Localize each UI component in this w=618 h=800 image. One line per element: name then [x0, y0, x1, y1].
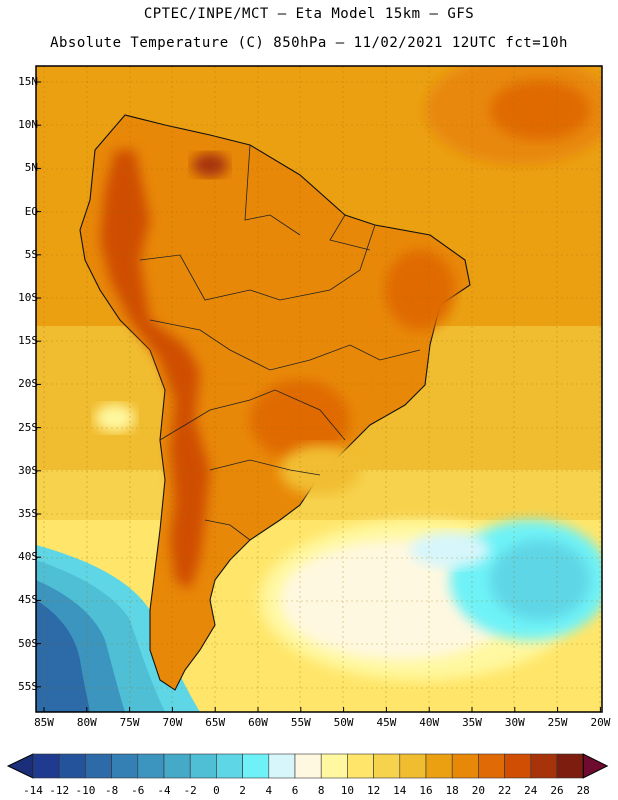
map-subtitle: Absolute Temperature (C) 850hPa – 11/02/… [50, 35, 568, 51]
colorbar-swatch [399, 753, 427, 779]
colorbar-tick-label: -6 [131, 784, 145, 797]
lon-label: 50W [333, 716, 354, 729]
colorbar-tick-label: 0 [213, 784, 220, 797]
colorbar-swatch [347, 753, 374, 779]
lon-label: 30W [504, 716, 525, 729]
lon-label: 25W [547, 716, 568, 729]
colorbar-swatch [320, 753, 348, 779]
colorbar-tick-label: 26 [550, 784, 564, 797]
colorbar-swatch [478, 753, 505, 779]
lat-label: 45S [18, 593, 38, 607]
lat-label: 5S [24, 247, 38, 261]
colorbar-tick-label: 4 [265, 784, 273, 797]
lat-label: 35S [18, 507, 38, 520]
colorbar-tick-label: 14 [393, 784, 407, 797]
colorbar-tick-label: 16 [419, 784, 433, 797]
colorbar-tick-label: 22 [497, 784, 512, 797]
colorbar-swatch [111, 753, 139, 779]
map-frame [35, 65, 603, 713]
map-title: CPTEC/INPE/MCT – Eta Model 15km – GFS [143, 6, 475, 22]
colorbar-tick-label: 20 [471, 784, 486, 797]
lat-label: 10N [18, 118, 38, 132]
colorbar-min-arrow [6, 753, 34, 779]
colorbar-swatch [85, 753, 112, 779]
colorbar-swatch [268, 753, 296, 779]
colorbar-max-arrow [582, 753, 609, 779]
lat-label: 15N [18, 75, 38, 88]
lat-label: 10S [18, 291, 38, 304]
lon-label: 45W [376, 716, 397, 729]
colorbar-swatch [58, 753, 86, 779]
colorbar-tick-label: 24 [524, 784, 538, 797]
colorbar-tick-label: 28 [576, 784, 590, 797]
colorbar-tick-label: 10 [340, 784, 355, 797]
colorbar-swatch [425, 753, 453, 779]
lat-label: 50S [18, 636, 38, 650]
lon-label: 80W [76, 716, 97, 729]
colorbar-tick-label: -4 [157, 784, 171, 797]
colorbar-swatch [530, 753, 558, 779]
lat-label: 15S [18, 334, 38, 348]
colorbar-tick-label: -14 [23, 784, 43, 797]
lat-label: 25S [18, 420, 38, 434]
lon-label: 40W [419, 716, 440, 729]
lon-label: 70W [162, 716, 183, 729]
colorbar-swatch [242, 753, 270, 779]
lat-label: 40S [18, 550, 38, 564]
lon-label: 55W [290, 716, 311, 729]
colorbar-tick-label: -10 [75, 784, 96, 797]
colorbar-tick-label: 8 [317, 784, 325, 797]
colorbar [6, 753, 609, 779]
lon-label: 75W [119, 716, 140, 729]
colorbar-swatch [189, 753, 217, 779]
lat-label: 20S [18, 377, 38, 391]
colorbar-swatch [32, 753, 60, 779]
lon-label: 85W [34, 716, 54, 729]
colorbar-swatch [294, 753, 322, 779]
colorbar-swatch [216, 753, 243, 779]
colorbar-tick-label: 6 [291, 784, 299, 797]
colorbar-swatch [504, 753, 532, 779]
colorbar-tick-label: 18 [445, 784, 459, 797]
colorbar-swatch [373, 753, 401, 779]
colorbar-tick-label: -12 [49, 784, 70, 797]
lat-label: 5N [24, 161, 38, 175]
colorbar-tick-label: 2 [239, 784, 246, 797]
colorbar-tick-label: -2 [183, 784, 197, 797]
colorbar-swatch [556, 753, 584, 779]
colorbar-swatch [451, 753, 479, 779]
lat-label: 55S [18, 679, 38, 693]
lat-label: EQ [24, 204, 38, 218]
colorbar-swatch [163, 753, 191, 779]
colorbar-tick-label: -8 [104, 784, 119, 797]
colorbar-swatch [137, 753, 165, 779]
lon-label: 65W [205, 716, 226, 729]
lon-label: 60W [248, 716, 268, 729]
lon-label: 20W [590, 716, 611, 729]
temperature-field [36, 66, 602, 712]
colorbar-tick-label: 12 [366, 784, 381, 797]
lon-label: 35W [462, 716, 482, 729]
lat-label: 30S [18, 463, 38, 477]
